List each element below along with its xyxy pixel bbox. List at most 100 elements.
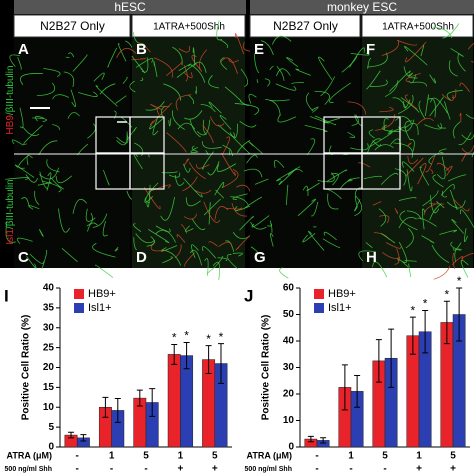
neurite (52, 94, 70, 100)
neurite (322, 238, 341, 249)
neurite (145, 101, 165, 111)
neurite (188, 162, 207, 180)
side-label-part: /βIII-tubulin (5, 179, 16, 229)
neurite (160, 197, 175, 221)
neurite (378, 208, 387, 227)
neurite (394, 248, 400, 265)
neurite (178, 45, 190, 53)
neurite (327, 193, 339, 210)
significance: * (219, 330, 224, 344)
neurite (429, 96, 444, 117)
neurite (208, 202, 211, 225)
neurite (126, 126, 137, 141)
neurite (461, 133, 474, 140)
neurite (465, 113, 474, 119)
neurite (72, 54, 88, 72)
subheader-bg (361, 14, 474, 38)
neurite (212, 261, 221, 281)
neurite (358, 250, 376, 262)
neurite (302, 185, 309, 196)
significance: * (411, 303, 416, 317)
x-row-value: - (76, 464, 79, 474)
significance: * (457, 274, 462, 288)
neurite (5, 222, 16, 243)
micrograph (250, 155, 360, 268)
neurite (61, 247, 78, 262)
neurite (385, 242, 402, 249)
neurite (264, 78, 271, 87)
neurite (133, 237, 137, 251)
neurite (379, 106, 394, 113)
neurite (437, 124, 446, 129)
neurite (260, 40, 274, 56)
error-bar (183, 341, 190, 370)
neurite (67, 112, 80, 119)
neurite (269, 65, 274, 71)
neurite (275, 83, 297, 91)
neurite (329, 82, 351, 103)
neurite (295, 68, 311, 76)
neurite (329, 145, 349, 157)
neurite (404, 260, 417, 262)
neurite (178, 63, 192, 72)
neurite (155, 229, 176, 243)
neurite (133, 223, 142, 232)
neurite (398, 94, 414, 114)
x-row-value: + (177, 464, 183, 474)
subheader: N2B27 Only (40, 19, 105, 33)
neurite (424, 122, 443, 130)
y-tick-label: 50 (283, 309, 295, 320)
neurite (441, 94, 454, 101)
neurite (396, 39, 418, 46)
neurite (14, 164, 35, 178)
error-bar (171, 343, 178, 365)
neurite (55, 175, 73, 184)
neurite (425, 155, 436, 173)
neurite (26, 255, 37, 269)
x-row-value: + (212, 464, 218, 474)
legend-label: HB9+ (88, 288, 116, 300)
error-bar (102, 396, 109, 418)
neurite (70, 89, 76, 108)
neurite (11, 139, 24, 146)
neurite (250, 221, 267, 230)
error-bar (80, 434, 87, 442)
neurite (102, 220, 109, 237)
neurite (404, 120, 413, 140)
header: hESC (114, 0, 146, 14)
neurite (285, 184, 289, 206)
neurite (254, 178, 269, 185)
neurite (43, 68, 61, 77)
neurite (191, 244, 199, 258)
neurite (408, 73, 418, 79)
x-row-value: - (349, 464, 352, 474)
side-label-part: /βIII-tubulin (5, 65, 16, 115)
neurite (114, 246, 119, 252)
neurite (226, 254, 239, 270)
neurite (150, 104, 162, 110)
neurite (148, 229, 170, 244)
neurite (398, 217, 417, 229)
neurite (405, 41, 427, 63)
y-tick-label: 20 (283, 389, 295, 400)
neurite (58, 208, 70, 233)
x-row-value: - (383, 464, 386, 474)
x-row-label: ATRA (μM) (7, 450, 53, 460)
x-row-value: 5 (450, 451, 456, 462)
neurite (265, 98, 281, 116)
neurite (417, 217, 437, 227)
neurite (436, 201, 445, 209)
neurite (420, 44, 425, 57)
neurite (176, 62, 197, 78)
panel-letter: F (366, 41, 375, 58)
neurite (234, 33, 245, 55)
neurite (39, 167, 59, 180)
y-axis-label: Positive Cell Ratio (%) (261, 315, 272, 421)
neurite (406, 210, 422, 220)
neurite (305, 92, 314, 112)
neurite (224, 86, 242, 102)
neurite (330, 173, 339, 186)
neurite (206, 255, 224, 274)
neurite (209, 116, 225, 127)
neurite (9, 54, 20, 67)
